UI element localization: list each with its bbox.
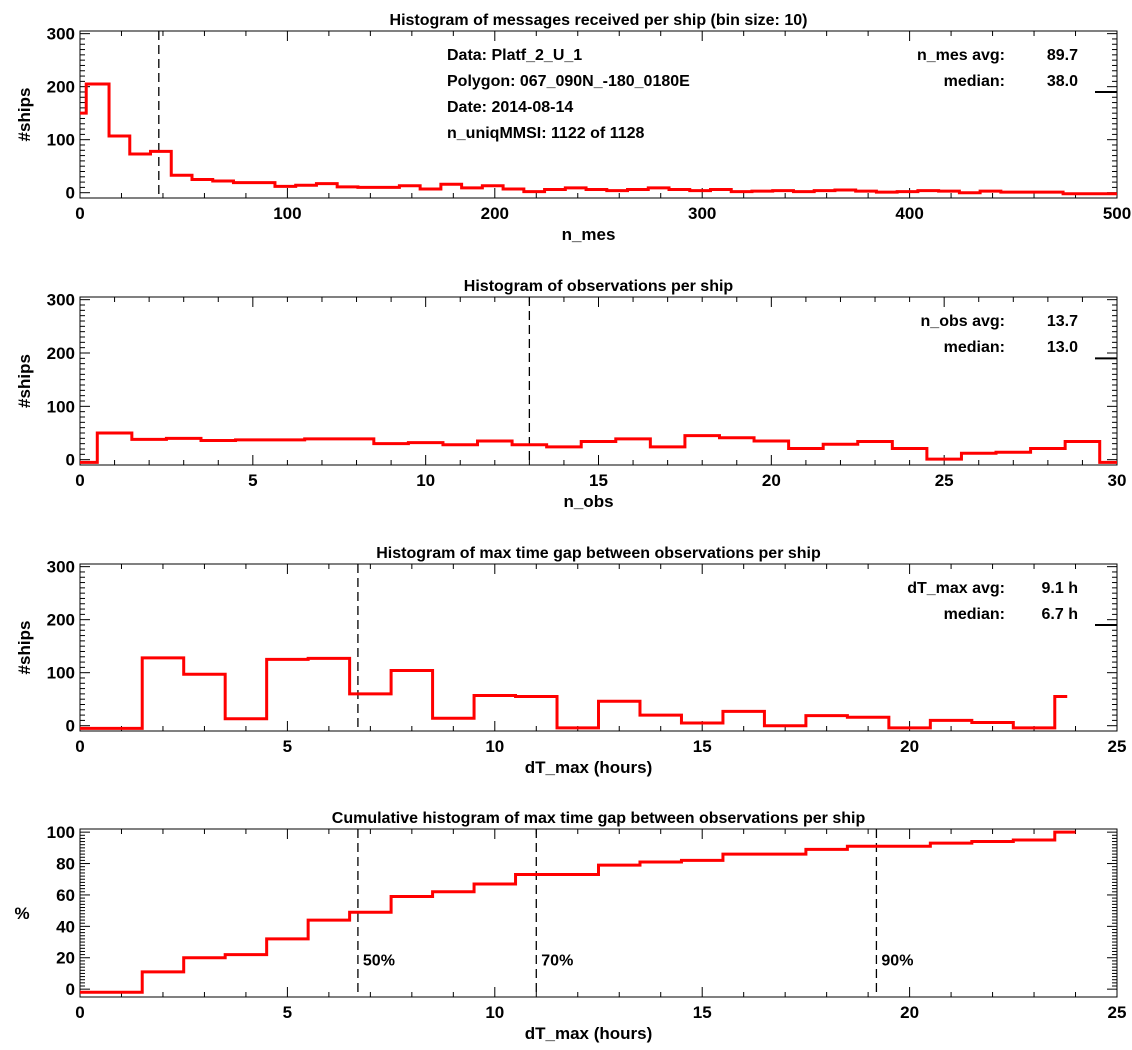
y-tick-label: 200 [47,78,75,97]
y-tick-label: 60 [56,886,75,905]
histogram-series [80,82,1117,196]
plot-frame [79,563,1118,732]
info-annotation: Polygon: 067_090N_-180_0180E [447,73,690,90]
y-tick-label: 300 [47,558,75,577]
x-tick-label: 20 [900,1003,919,1022]
y-tick-label: 200 [47,344,75,363]
x-tick-label: 100 [273,204,301,223]
y-axis-label: % [14,904,29,923]
y-tick-label: 200 [47,611,75,630]
stat-value: 13.7 [1047,313,1078,330]
chart-title: Histogram of observations per ship [464,278,734,295]
x-axis-label: dT_max (hours) [525,1024,653,1043]
x-tick-label: 400 [895,204,923,223]
x-tick-label: 25 [1108,1003,1127,1022]
x-axis-label: n_obs [563,492,613,511]
x-tick-label: 500 [1103,204,1131,223]
stat-value: 13.0 [1047,339,1078,356]
plot-frame [79,828,1118,998]
x-tick-label: 25 [935,471,954,490]
chart-panel-1: Histogram of messages received per ship … [15,12,1131,244]
stat-label: median: [944,73,1005,90]
x-tick-label: 15 [693,737,712,756]
x-tick-label: 10 [416,471,435,490]
info-annotation: Data: Platf_2_U_1 [447,47,582,64]
y-tick-label: 80 [56,855,75,874]
y-tick-label: 100 [47,397,75,416]
histogram-series [80,830,1076,994]
info-annotation: n_uniqMMSI: 1122 of 1128 [447,125,645,142]
x-tick-label: 20 [762,471,781,490]
y-tick-label: 0 [66,184,75,203]
stat-label: median: [944,339,1005,356]
y-tick-label: 100 [47,664,75,683]
stat-label: n_mes avg: [917,47,1005,64]
chart-panel-2: Histogram of observations per ship 0 5 10 15… [15,278,1126,511]
x-tick-label: 20 [900,737,919,756]
x-tick-label: 300 [688,204,716,223]
stat-value: 89.7 [1047,47,1078,64]
x-tick-label: 0 [75,1003,84,1022]
percentile-label: 50% [363,953,395,970]
x-tick-label: 0 [75,737,84,756]
y-tick-label: 100 [47,823,75,842]
x-tick-label: 0 [75,471,84,490]
percentile-label: 90% [881,953,913,970]
percentile-label: 70% [541,953,573,970]
stat-value: 9.1 h [1042,580,1078,597]
y-tick-label: 20 [56,949,75,968]
chart-title: Cumulative histogram of max time gap bet… [332,810,866,827]
x-tick-label: 5 [283,1003,292,1022]
stat-label: dT_max avg: [907,580,1005,597]
y-tick-label: 0 [66,717,75,736]
x-tick-label: 10 [485,737,504,756]
y-axis-label: #ships [15,621,34,675]
x-tick-label: 10 [485,1003,504,1022]
x-tick-label: 25 [1108,737,1127,756]
x-axis-label: n_mes [562,225,616,244]
stat-label: median: [944,606,1005,623]
stat-value: 6.7 h [1042,606,1078,623]
info-annotation: Date: 2014-08-14 [447,99,573,116]
y-axis-label: #ships [15,88,34,142]
x-tick-label: 200 [481,204,509,223]
x-tick-label: 30 [1108,471,1127,490]
chart-panel-4: Cumulative histogram of max time gap bet… [14,810,1126,1043]
x-tick-label: 5 [283,737,292,756]
y-tick-label: 300 [47,291,75,310]
x-tick-label: 15 [693,1003,712,1022]
y-tick-label: 0 [66,451,75,470]
histogram-series [80,431,1117,464]
y-axis-label: #ships [15,354,34,408]
stat-value: 38.0 [1047,73,1078,90]
x-axis-label: dT_max (hours) [525,758,653,777]
x-tick-label: 5 [248,471,257,490]
chart-title: Histogram of max time gap between observ… [376,545,821,562]
chart-panel-3: Histogram of max time gap between observ… [15,545,1126,777]
x-tick-label: 15 [589,471,608,490]
y-tick-label: 300 [47,25,75,44]
histogram-series [80,656,1068,730]
x-tick-label: 0 [75,204,84,223]
y-tick-label: 100 [47,131,75,150]
stat-label: n_obs avg: [921,313,1005,330]
chart-title: Histogram of messages received per ship … [390,12,808,29]
y-tick-label: 0 [66,980,75,999]
y-tick-label: 40 [56,917,75,936]
